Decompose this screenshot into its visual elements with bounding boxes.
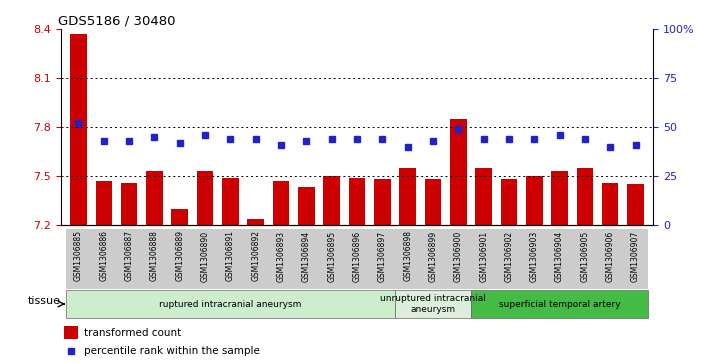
Bar: [222, 178, 238, 225]
Bar: [293, 229, 319, 289]
Bar: [551, 171, 568, 225]
Bar: [167, 229, 192, 289]
Bar: [121, 183, 137, 225]
Text: GSM1306898: GSM1306898: [403, 231, 412, 281]
Text: GSM1306887: GSM1306887: [124, 231, 134, 281]
Text: GDS5186 / 30480: GDS5186 / 30480: [58, 15, 175, 28]
Text: ruptured intracranial aneurysm: ruptured intracranial aneurysm: [159, 299, 301, 309]
Text: GSM1306903: GSM1306903: [530, 231, 539, 282]
Bar: [572, 229, 598, 289]
Bar: [243, 229, 268, 289]
Bar: [66, 229, 91, 289]
Bar: [344, 229, 370, 289]
Bar: [370, 229, 395, 289]
Bar: [319, 229, 344, 289]
Bar: [476, 168, 492, 225]
Text: tissue: tissue: [28, 296, 61, 306]
Bar: [421, 229, 446, 289]
Bar: [298, 188, 315, 225]
Bar: [66, 290, 395, 318]
Text: GSM1306900: GSM1306900: [454, 231, 463, 282]
Bar: [374, 179, 391, 225]
Text: GSM1306895: GSM1306895: [327, 231, 336, 282]
Bar: [522, 229, 547, 289]
Bar: [96, 181, 112, 225]
Text: GSM1306892: GSM1306892: [251, 231, 260, 281]
Bar: [268, 229, 293, 289]
Text: GSM1306904: GSM1306904: [555, 231, 564, 282]
Bar: [323, 176, 340, 225]
Bar: [602, 183, 618, 225]
Bar: [273, 181, 289, 225]
Text: GSM1306901: GSM1306901: [479, 231, 488, 282]
Bar: [425, 179, 441, 225]
Bar: [248, 219, 264, 225]
Bar: [577, 168, 593, 225]
Bar: [197, 171, 213, 225]
Bar: [70, 34, 86, 225]
Bar: [348, 178, 366, 225]
Bar: [395, 290, 471, 318]
Text: GSM1306891: GSM1306891: [226, 231, 235, 281]
Bar: [399, 168, 416, 225]
Text: GSM1306899: GSM1306899: [428, 231, 438, 282]
Text: GSM1306897: GSM1306897: [378, 231, 387, 282]
Bar: [218, 229, 243, 289]
Text: GSM1306896: GSM1306896: [353, 231, 361, 282]
Bar: [142, 229, 167, 289]
Bar: [471, 290, 648, 318]
Bar: [395, 229, 421, 289]
Bar: [526, 176, 543, 225]
Text: GSM1306886: GSM1306886: [99, 231, 109, 281]
Text: transformed count: transformed count: [84, 327, 181, 338]
Text: GSM1306893: GSM1306893: [276, 231, 286, 282]
Text: GSM1306888: GSM1306888: [150, 231, 159, 281]
Bar: [496, 229, 522, 289]
Text: percentile rank within the sample: percentile rank within the sample: [84, 346, 261, 356]
Text: GSM1306890: GSM1306890: [201, 231, 209, 282]
Text: GSM1306902: GSM1306902: [505, 231, 513, 282]
Bar: [91, 229, 116, 289]
Bar: [471, 229, 496, 289]
Text: GSM1306889: GSM1306889: [175, 231, 184, 281]
Text: GSM1306905: GSM1306905: [580, 231, 590, 282]
Bar: [628, 184, 644, 225]
Bar: [192, 229, 218, 289]
Bar: [146, 171, 163, 225]
Bar: [116, 229, 142, 289]
Text: superficial temporal artery: superficial temporal artery: [499, 299, 620, 309]
Text: GSM1306894: GSM1306894: [302, 231, 311, 282]
Bar: [64, 326, 79, 339]
Bar: [171, 209, 188, 225]
Text: GSM1306907: GSM1306907: [631, 231, 640, 282]
Text: unruptured intracranial
aneurysm: unruptured intracranial aneurysm: [380, 294, 486, 314]
Text: GSM1306906: GSM1306906: [605, 231, 615, 282]
Bar: [501, 179, 517, 225]
Text: GSM1306885: GSM1306885: [74, 231, 83, 281]
Bar: [446, 229, 471, 289]
Bar: [547, 229, 572, 289]
Bar: [623, 229, 648, 289]
Bar: [450, 119, 466, 225]
Bar: [598, 229, 623, 289]
